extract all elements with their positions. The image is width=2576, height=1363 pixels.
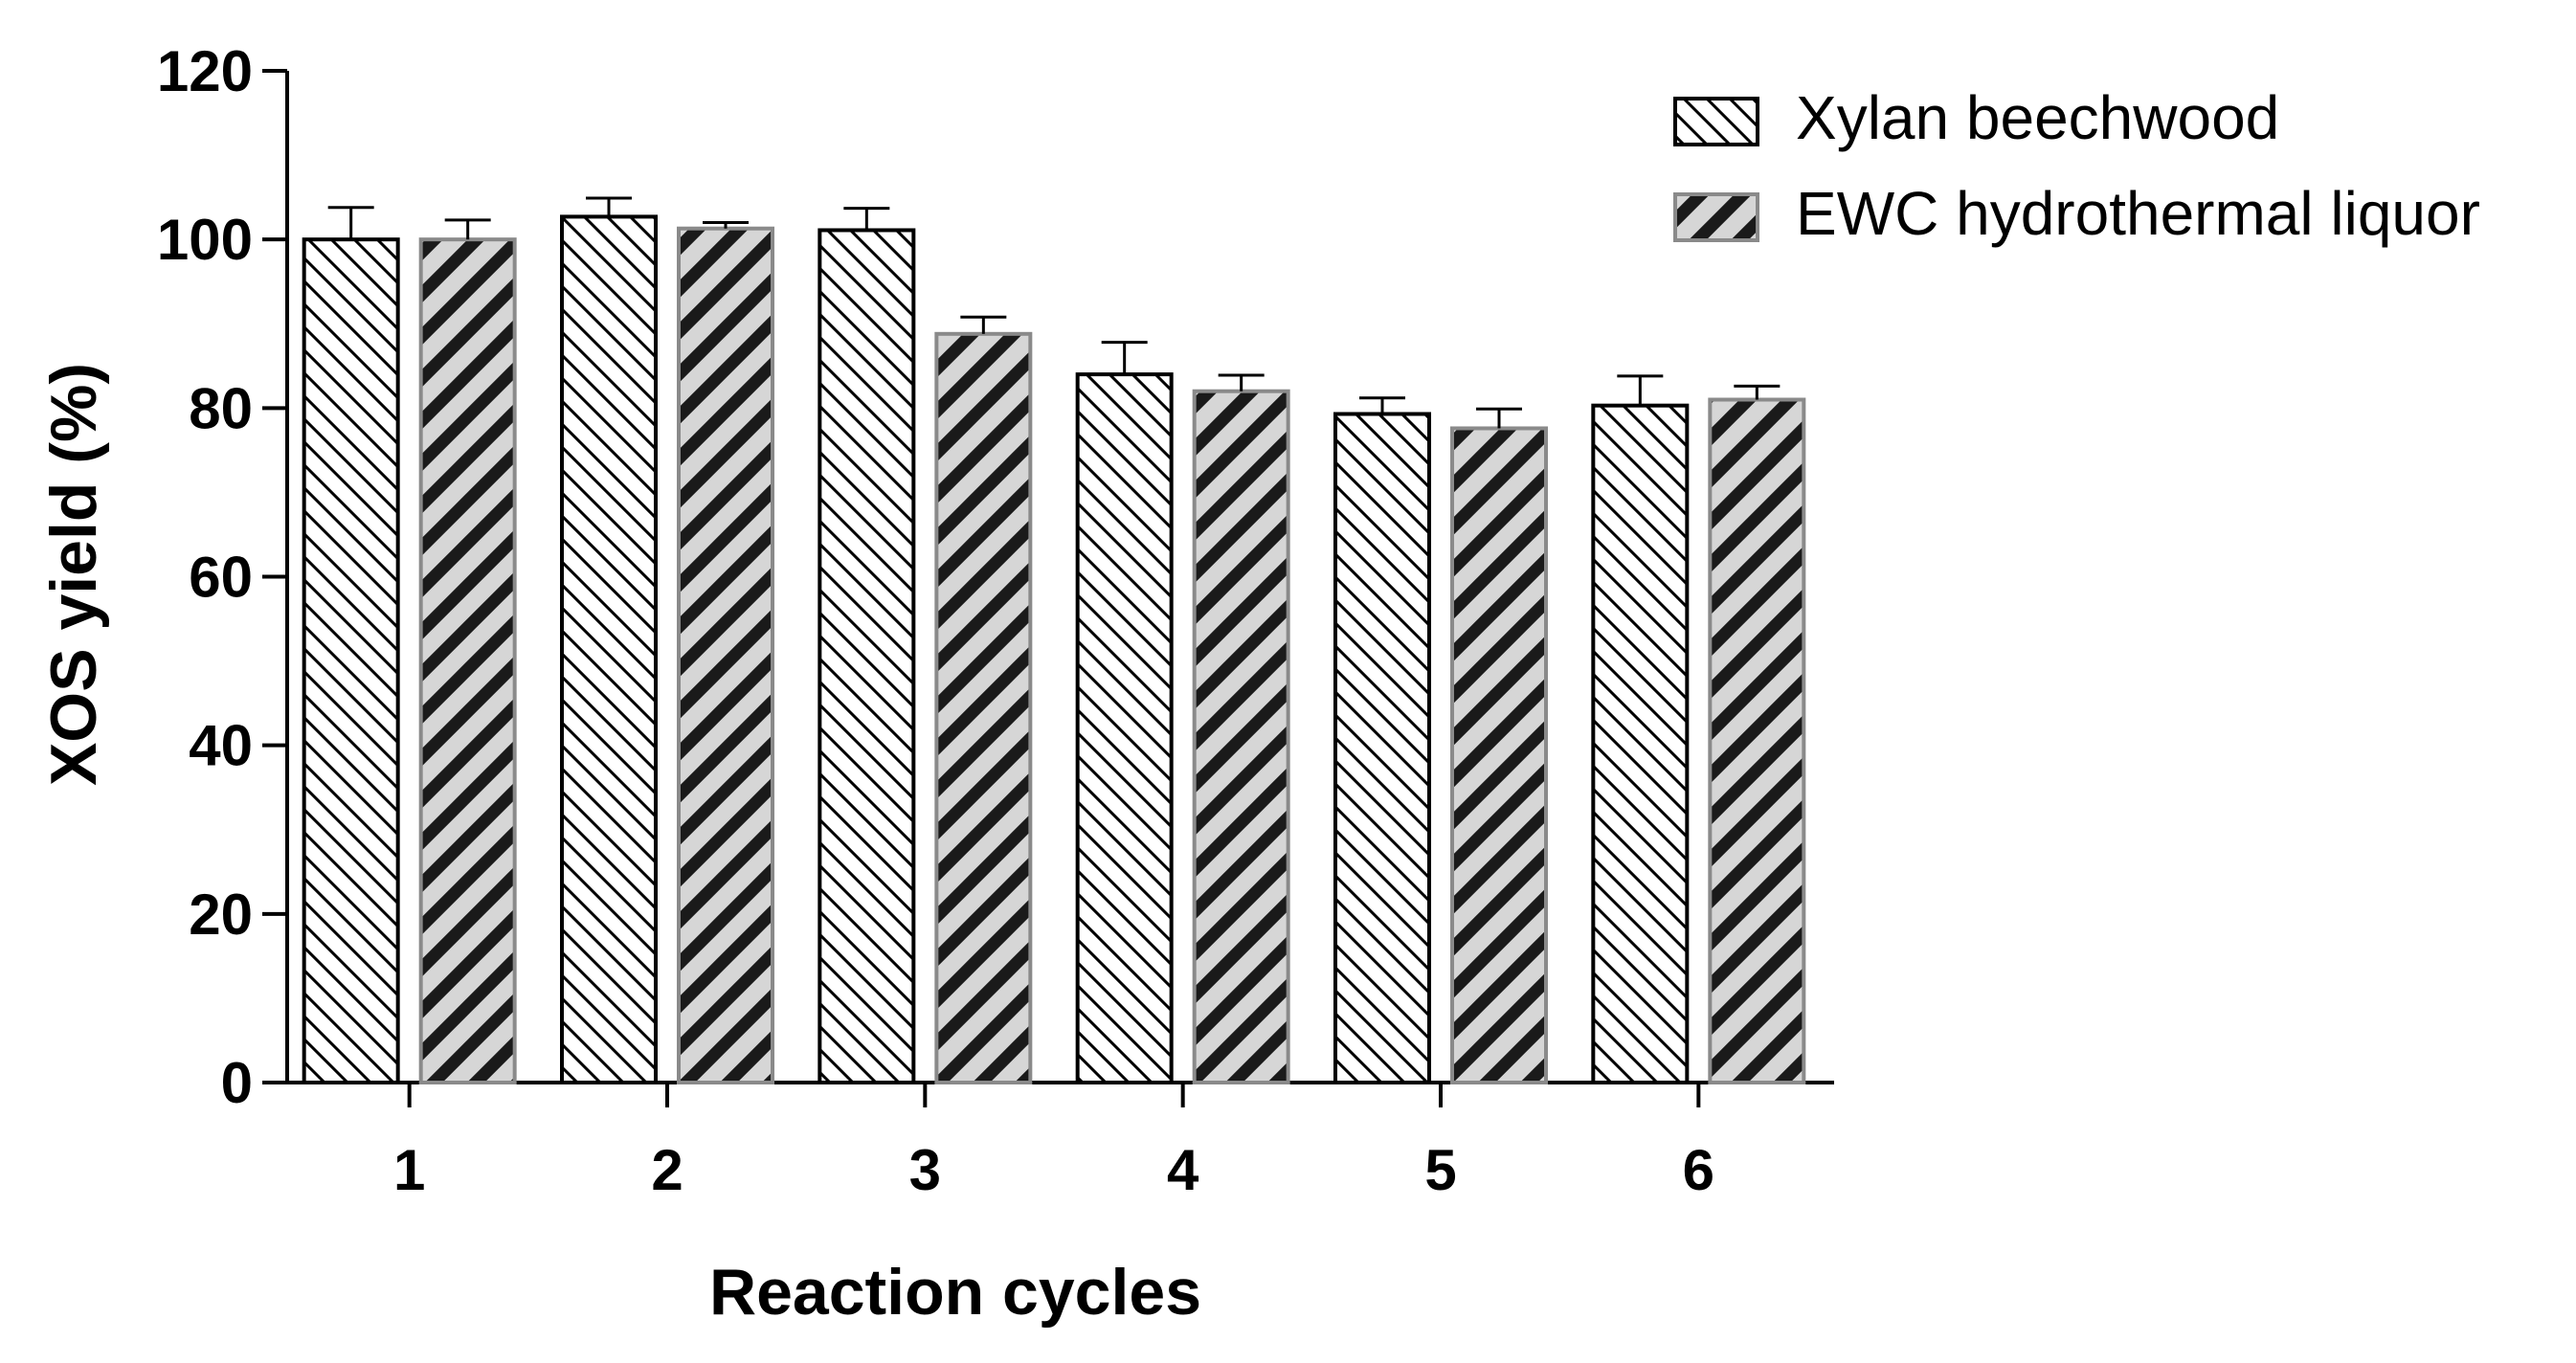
legend-label-series-1: Xylan beechwood [1796, 83, 2279, 152]
legend-swatch-series-1 [1673, 97, 1759, 146]
y-tick-label: 20 [189, 883, 253, 947]
x-tick-label: 2 [651, 1138, 683, 1202]
bar-series-2-cycle-3 [934, 331, 1033, 1084]
bar-series-1-cycle-4 [1075, 372, 1174, 1085]
bar-series-1-cycle-3 [818, 228, 916, 1085]
y-tick-label: 100 [157, 208, 253, 272]
x-tick-label: 1 [393, 1138, 425, 1202]
x-tick-label: 5 [1424, 1138, 1456, 1202]
bar-series-1-cycle-1 [302, 237, 400, 1084]
legend-swatch-series-2 [1673, 192, 1759, 242]
bar-series-1-cycle-5 [1333, 412, 1431, 1085]
bar-series-2-cycle-1 [418, 237, 517, 1084]
x-tick-label: 6 [1683, 1138, 1714, 1202]
axes: 0 20 40 60 80 100 120 1 2 3 4 5 6 Reaction cycles XOS … [37, 39, 1834, 1329]
y-tick-label: 60 [189, 546, 253, 610]
bar-series-2-cycle-4 [1192, 389, 1290, 1084]
legend: Xylan beechwood EWC hydrothermal liquor [1673, 83, 2480, 248]
y-tick-label: 0 [221, 1051, 253, 1115]
y-tick-label: 120 [157, 39, 253, 103]
x-axis-title: Reaction cycles [709, 1256, 1201, 1329]
bar-series-1-cycle-2 [560, 214, 658, 1085]
bar-series-2-cycle-6 [1708, 397, 1806, 1084]
x-tick-label: 4 [1167, 1138, 1199, 1202]
bar-series-2-cycle-2 [677, 226, 774, 1085]
legend-label-series-2: EWC hydrothermal liquor [1796, 179, 2480, 248]
y-tick-label: 80 [189, 376, 253, 440]
y-tick-label: 40 [189, 714, 253, 778]
bar-series-1-cycle-6 [1591, 403, 1690, 1084]
y-axis-title: XOS yield (%) [37, 363, 110, 786]
x-tick-label: 3 [909, 1138, 941, 1202]
bar-series-2-cycle-5 [1450, 426, 1548, 1084]
bars [302, 196, 1806, 1085]
